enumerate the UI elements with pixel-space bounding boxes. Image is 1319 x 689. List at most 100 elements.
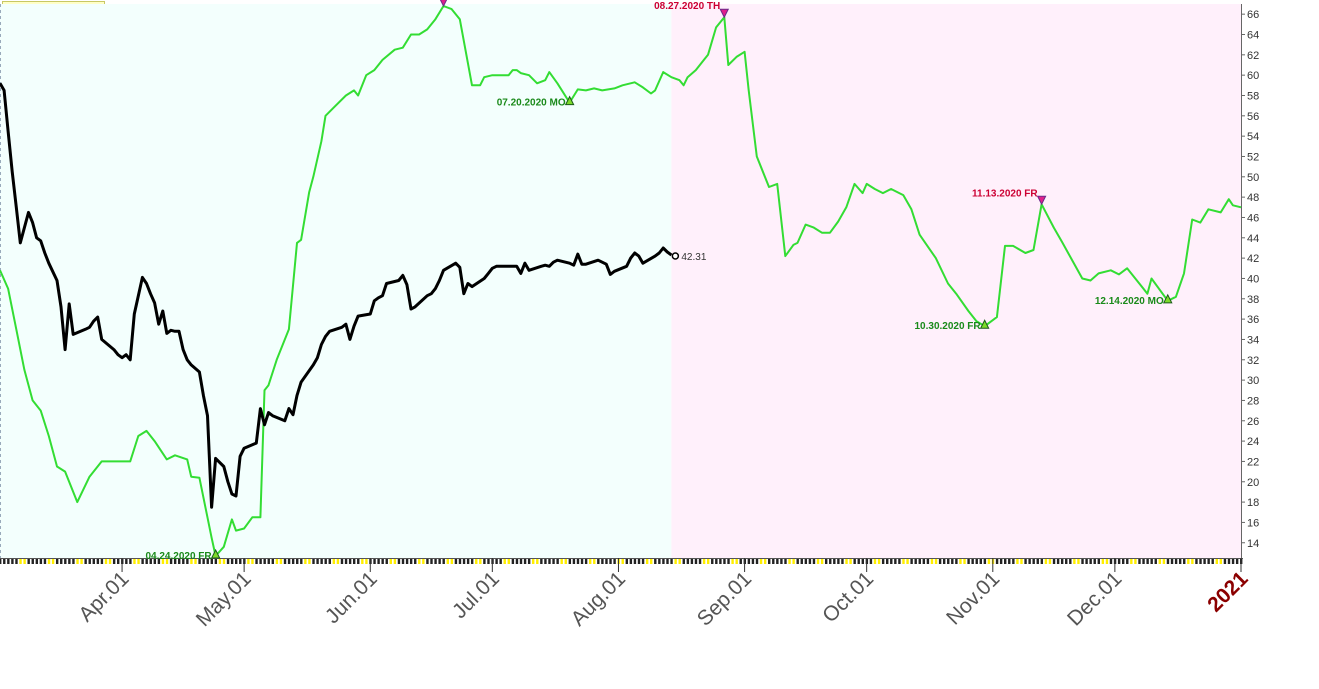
x-day-tick xyxy=(918,559,921,564)
x-day-tick xyxy=(31,559,34,564)
x-day-tick xyxy=(1016,559,1019,564)
x-day-tick xyxy=(593,559,596,564)
x-day-tick xyxy=(202,559,205,564)
x-day-tick xyxy=(971,559,974,564)
x-day-tick xyxy=(747,559,751,564)
x-day-tick xyxy=(1183,559,1186,564)
x-day-tick xyxy=(454,559,458,564)
x-day-tick xyxy=(194,559,197,564)
x-day-tick xyxy=(483,559,486,564)
x-day-tick xyxy=(1012,559,1015,564)
x-day-tick xyxy=(955,559,958,564)
x-day-tick xyxy=(780,559,783,564)
last-price-label: 42.31 xyxy=(681,252,706,263)
x-day-tick xyxy=(1081,559,1084,564)
x-day-tick xyxy=(39,559,43,564)
x-day-tick xyxy=(849,559,852,564)
x-tick-label: May.01 xyxy=(192,567,256,631)
x-day-tick xyxy=(169,559,173,564)
x-day-tick xyxy=(658,559,661,564)
x-day-tick xyxy=(1150,559,1153,564)
x-day-tick xyxy=(312,559,315,564)
x-day-tick xyxy=(287,559,291,564)
x-day-tick xyxy=(641,559,645,564)
x-day-tick xyxy=(824,559,828,564)
x-day-tick xyxy=(544,559,547,564)
x-day-tick xyxy=(165,559,169,564)
x-day-tick xyxy=(503,559,506,564)
x-day-tick xyxy=(837,559,840,564)
x-day-tick xyxy=(1122,559,1125,564)
x-day-tick xyxy=(328,559,331,564)
x-day-tick xyxy=(60,559,63,564)
x-day-tick xyxy=(1187,559,1190,564)
x-day-tick xyxy=(975,559,978,564)
x-day-tick xyxy=(1134,559,1137,564)
x-day-tick xyxy=(405,559,409,564)
x-day-tick xyxy=(43,559,47,564)
x-day-tick xyxy=(1158,559,1162,564)
x-day-tick xyxy=(332,559,336,564)
x-day-tick xyxy=(1085,559,1088,564)
y-tick-label: 36 xyxy=(1247,314,1259,326)
x-day-tick xyxy=(1162,559,1166,564)
x-day-tick xyxy=(1056,559,1060,564)
x-day-tick xyxy=(1138,559,1141,564)
x-day-tick xyxy=(182,559,185,564)
x-day-tick xyxy=(279,559,283,564)
x-day-tick xyxy=(597,559,600,564)
y-tick-label: 16 xyxy=(1247,517,1259,529)
x-day-tick xyxy=(100,559,104,564)
y-tick-label: 22 xyxy=(1247,456,1259,468)
x-day-tick xyxy=(768,559,771,564)
x-day-tick xyxy=(1235,559,1239,564)
x-tick-label: Nov.01 xyxy=(942,567,1004,629)
historical-zone xyxy=(0,4,672,558)
x-day-tick xyxy=(670,559,673,564)
x-day-tick xyxy=(344,559,348,564)
pivot-low-label: 10.30.2020 FR xyxy=(914,321,981,332)
x-day-tick xyxy=(784,559,787,564)
x-day-tick xyxy=(47,559,51,564)
x-day-tick xyxy=(556,559,559,564)
x-day-tick xyxy=(1008,559,1011,564)
pivot-high-marker xyxy=(719,8,730,19)
x-day-tick xyxy=(1004,559,1007,564)
x-day-tick xyxy=(519,559,523,564)
x-day-tick xyxy=(458,559,462,564)
x-day-tick xyxy=(1203,559,1206,564)
x-day-tick xyxy=(283,559,287,564)
y-tick-label: 26 xyxy=(1247,416,1259,428)
x-tick-label: Dec.01 xyxy=(1063,567,1126,630)
x-day-tick xyxy=(234,559,238,564)
x-day-tick xyxy=(698,559,702,564)
pivot-low-label: 12.14.2020 MO xyxy=(1095,296,1164,307)
x-day-tick xyxy=(385,559,388,564)
x-day-tick xyxy=(568,559,572,564)
x-day-tick xyxy=(735,559,738,564)
x-day-tick xyxy=(1036,559,1039,564)
x-day-tick xyxy=(275,559,279,564)
x-day-tick xyxy=(536,559,539,564)
x-day-tick xyxy=(755,559,759,564)
x-day-tick xyxy=(145,559,148,564)
x-day-tick xyxy=(108,559,112,564)
x-day-tick xyxy=(64,559,67,564)
x-day-tick xyxy=(320,559,323,564)
x-day-tick xyxy=(808,559,812,564)
y-tick-label: 18 xyxy=(1247,497,1259,509)
x-tick-label: Sep.01 xyxy=(693,567,756,630)
x-day-tick xyxy=(1199,559,1202,564)
x-day-tick xyxy=(1117,559,1121,564)
x-day-tick xyxy=(1191,559,1194,564)
x-day-tick xyxy=(1077,559,1080,564)
x-day-tick xyxy=(361,559,364,564)
x-tick-label: Apr.01 xyxy=(74,567,133,626)
x-tick-label: Jul.01 xyxy=(448,567,504,623)
x-day-tick xyxy=(214,559,218,564)
x-day-tick xyxy=(1142,559,1145,564)
x-day-tick xyxy=(3,559,6,564)
x-day-tick xyxy=(23,559,26,564)
x-day-tick xyxy=(715,559,718,564)
x-day-tick xyxy=(438,559,441,564)
